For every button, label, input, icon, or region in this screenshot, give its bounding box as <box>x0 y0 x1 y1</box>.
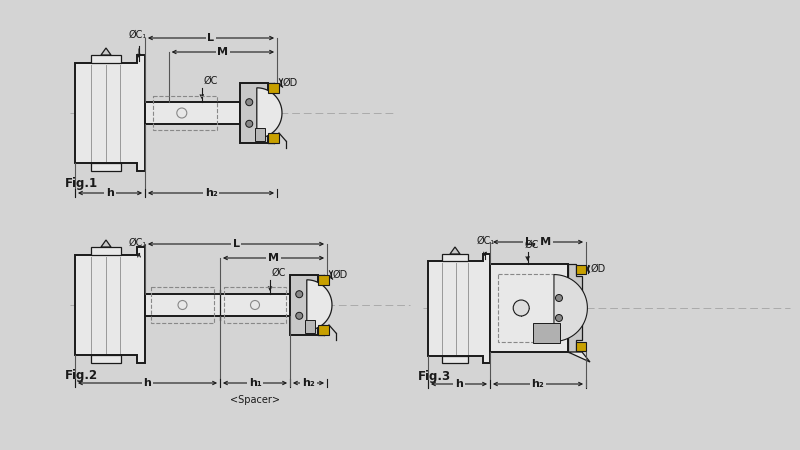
Bar <box>533 323 560 343</box>
Circle shape <box>296 312 302 319</box>
Text: M: M <box>268 253 279 263</box>
Text: h: h <box>106 188 114 198</box>
Bar <box>224 287 286 323</box>
Text: h₂: h₂ <box>532 379 544 389</box>
Polygon shape <box>257 88 282 138</box>
Polygon shape <box>75 55 145 171</box>
Circle shape <box>246 120 253 127</box>
Text: ØC: ØC <box>204 76 218 86</box>
Bar <box>268 83 279 93</box>
Text: M: M <box>218 47 228 57</box>
Polygon shape <box>442 254 468 261</box>
Polygon shape <box>442 356 468 363</box>
Polygon shape <box>91 55 121 63</box>
Bar <box>153 96 217 130</box>
Polygon shape <box>490 264 568 352</box>
Polygon shape <box>75 247 145 363</box>
Polygon shape <box>568 352 590 362</box>
Polygon shape <box>554 274 587 342</box>
Text: h: h <box>143 378 151 388</box>
Polygon shape <box>450 247 460 254</box>
Bar <box>151 287 214 323</box>
Text: ØC₁: ØC₁ <box>129 30 147 40</box>
Text: ØC₁: ØC₁ <box>477 236 495 246</box>
Text: ØD: ØD <box>283 78 298 88</box>
Circle shape <box>296 291 302 298</box>
Text: ØC: ØC <box>525 240 539 250</box>
Text: L, M: L, M <box>525 237 551 247</box>
Circle shape <box>246 99 253 106</box>
Text: Fig.2: Fig.2 <box>65 369 98 382</box>
Bar <box>318 275 329 285</box>
Polygon shape <box>101 48 111 55</box>
Text: Fig.3: Fig.3 <box>418 370 451 383</box>
Text: L: L <box>207 33 214 43</box>
Text: h₁: h₁ <box>249 378 262 388</box>
Polygon shape <box>290 275 318 335</box>
Polygon shape <box>91 355 121 363</box>
Polygon shape <box>101 240 111 247</box>
Circle shape <box>514 300 530 316</box>
Bar <box>576 265 586 274</box>
Circle shape <box>555 315 562 321</box>
Text: ØC: ØC <box>272 268 286 278</box>
Polygon shape <box>91 247 121 255</box>
Text: h: h <box>455 379 463 389</box>
Bar <box>498 274 556 342</box>
Text: L: L <box>233 239 239 249</box>
Polygon shape <box>145 294 290 316</box>
Polygon shape <box>307 280 332 330</box>
Bar <box>255 128 266 141</box>
Polygon shape <box>568 264 582 352</box>
Text: ØD: ØD <box>333 270 348 280</box>
Bar <box>576 342 586 351</box>
Polygon shape <box>91 163 121 171</box>
Text: h₂: h₂ <box>302 378 315 388</box>
Text: Fig.1: Fig.1 <box>65 177 98 190</box>
Text: h₂: h₂ <box>205 188 218 198</box>
Polygon shape <box>145 102 240 124</box>
Bar <box>306 320 315 333</box>
Polygon shape <box>240 83 268 143</box>
Text: ØC₁: ØC₁ <box>129 238 147 248</box>
Text: ØD: ØD <box>591 264 606 274</box>
Circle shape <box>555 294 562 302</box>
Bar <box>268 133 279 143</box>
Bar <box>318 325 329 335</box>
Text: <Spacer>: <Spacer> <box>230 395 280 405</box>
Polygon shape <box>428 254 490 363</box>
